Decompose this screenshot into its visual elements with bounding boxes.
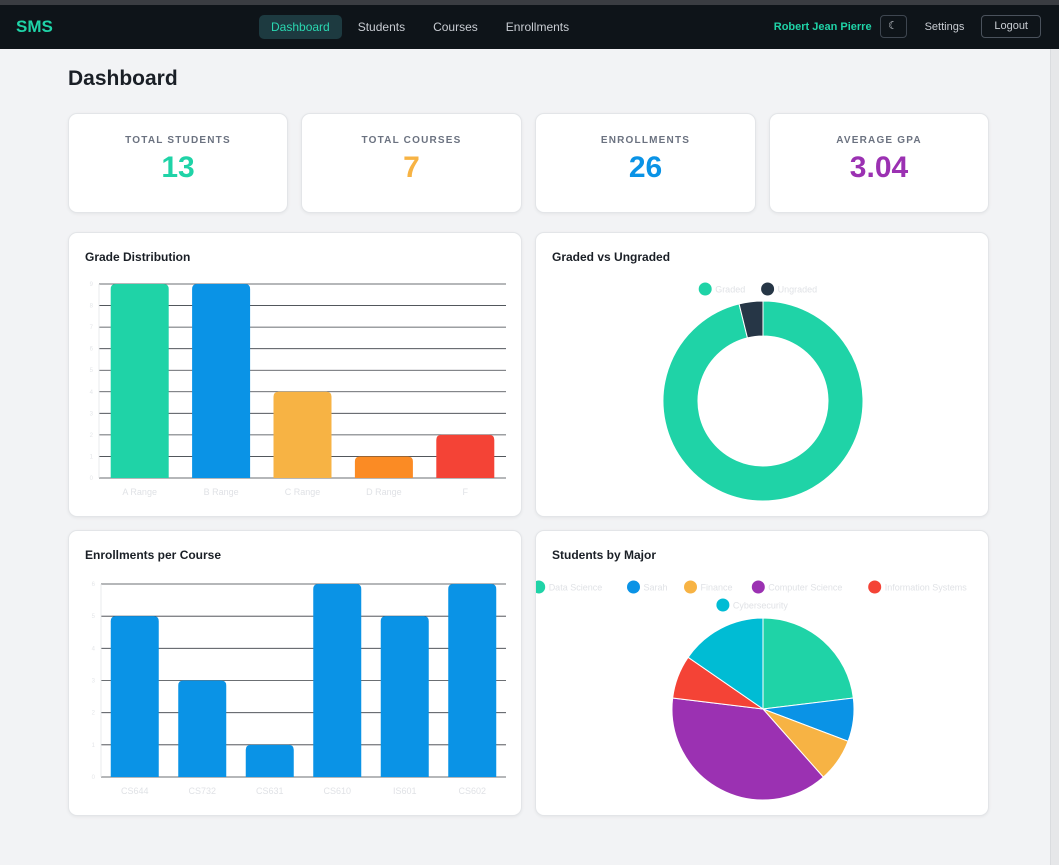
y-tick-label: 5 bbox=[92, 614, 96, 620]
nav-link-enrollments[interactable]: Enrollments bbox=[505, 20, 570, 34]
legend-label: Graded bbox=[715, 285, 745, 295]
theme-toggle-moon-icon[interactable]: ☾ bbox=[879, 15, 907, 38]
grade-distribution-chart: 0 1 2 3 4 5 6 7 8 9 A Range B Range C Range D Range F bbox=[90, 282, 506, 497]
card-title: Grade Distribution bbox=[85, 250, 191, 264]
graded-vs-ungraded-card: Graded vs Ungraded Graded Ungraded bbox=[535, 232, 989, 517]
enrollments-per-course-card: Enrollments per Course 0 1 2 3 4 5 6 CS644 CS732… bbox=[68, 530, 522, 816]
bar-cs602 bbox=[448, 584, 497, 777]
stat-label: TOTAL STUDENTS bbox=[125, 135, 231, 146]
x-tick-label: F bbox=[463, 487, 469, 497]
legend-swatch bbox=[698, 282, 712, 296]
stat-card-total-courses: TOTAL COURSES 7 bbox=[301, 113, 522, 213]
stat-label: ENROLLMENTS bbox=[600, 135, 691, 146]
nav-user-area: Robert Jean Pierre ☾ Settings Logout bbox=[774, 15, 1041, 38]
legend-label: Ungraded bbox=[778, 285, 818, 295]
page-scrollbar[interactable] bbox=[1050, 49, 1059, 865]
stat-card-enrollments: ENROLLMENTS 26 bbox=[535, 113, 756, 213]
y-tick-label: 4 bbox=[92, 646, 96, 652]
legend-label: Cybersecurity bbox=[733, 601, 789, 611]
bar-f bbox=[436, 434, 495, 478]
legend-swatch bbox=[716, 598, 730, 612]
stat-value: 3.04 bbox=[849, 151, 909, 184]
y-tick-label: 9 bbox=[90, 282, 94, 288]
legend-label: Data Science bbox=[549, 583, 603, 593]
slice-cybersecurity bbox=[687, 617, 764, 710]
card-title: Enrollments per Course bbox=[85, 548, 222, 562]
x-tick-label: CS610 bbox=[323, 786, 351, 796]
y-tick-label: 6 bbox=[92, 582, 96, 588]
stat-value: 7 bbox=[403, 151, 420, 184]
bar-a-range bbox=[110, 284, 169, 478]
settings-link[interactable]: Settings bbox=[924, 20, 965, 33]
stat-value: 13 bbox=[161, 151, 195, 184]
x-tick-label: CS732 bbox=[188, 786, 216, 796]
card-title: Graded vs Ungraded bbox=[552, 250, 671, 264]
window-top-strip bbox=[0, 0, 1059, 5]
legend-swatch bbox=[868, 580, 882, 594]
legend-label: Finance bbox=[701, 583, 733, 593]
y-tick-label: 0 bbox=[92, 775, 96, 781]
legend-swatch bbox=[684, 580, 697, 594]
bar-cs610 bbox=[313, 584, 362, 777]
enrollments-per-course-chart: 0 1 2 3 4 5 6 CS644 CS732 CS631 CS610 IS601 CS602 bbox=[92, 582, 506, 796]
bar-cs631 bbox=[245, 744, 294, 777]
legend-swatch bbox=[761, 282, 775, 296]
stat-label: AVERAGE GPA bbox=[836, 135, 922, 146]
y-tick-label: 8 bbox=[90, 304, 94, 310]
y-tick-label: 2 bbox=[90, 433, 94, 439]
bar-is601 bbox=[380, 616, 429, 777]
bar-b-range bbox=[192, 284, 251, 478]
graded-vs-ungraded-chart: Graded Ungraded bbox=[662, 282, 864, 502]
stat-value: 26 bbox=[628, 151, 663, 184]
x-tick-label: CS644 bbox=[121, 786, 149, 796]
y-tick-label: 0 bbox=[90, 476, 94, 482]
legend-label: Computer Science bbox=[768, 583, 842, 593]
nav-link-dashboard[interactable]: Dashboard bbox=[259, 15, 342, 39]
x-tick-label: C Range bbox=[285, 487, 321, 497]
x-tick-label: A Range bbox=[122, 487, 157, 497]
y-tick-label: 7 bbox=[90, 325, 94, 331]
stat-card-average-gpa: AVERAGE GPA 3.04 bbox=[769, 113, 989, 213]
y-tick-label: 2 bbox=[92, 711, 96, 717]
bar-cs644 bbox=[110, 616, 159, 777]
y-tick-label: 6 bbox=[90, 347, 94, 353]
slice-ungraded bbox=[738, 300, 764, 339]
y-tick-label: 3 bbox=[90, 411, 94, 417]
x-tick-label: D Range bbox=[366, 487, 402, 497]
logout-button[interactable]: Logout bbox=[981, 15, 1041, 38]
students-by-major-chart: Data Science Sarah Finance Computer Science… bbox=[536, 580, 968, 801]
slice-data-science bbox=[762, 617, 854, 710]
legend-label: Information Systems bbox=[885, 583, 968, 593]
top-navbar: SMS Dashboard Students Courses Enrollmen… bbox=[0, 5, 1059, 49]
y-tick-label: 5 bbox=[90, 368, 94, 374]
slice-graded bbox=[662, 300, 864, 502]
legend-swatch bbox=[627, 580, 640, 594]
bar-d-range bbox=[354, 456, 413, 478]
students-by-major-card: Students by Major Data Science Sarah Finan… bbox=[535, 530, 989, 816]
x-tick-label: IS601 bbox=[393, 786, 417, 796]
brand-logo[interactable]: SMS bbox=[16, 17, 53, 36]
y-tick-label: 1 bbox=[92, 743, 96, 749]
bar-cs732 bbox=[178, 680, 227, 777]
x-tick-label: B Range bbox=[204, 487, 239, 497]
y-tick-label: 4 bbox=[90, 390, 94, 396]
legend-label: Sarah bbox=[644, 583, 668, 593]
page-title: Dashboard bbox=[68, 67, 178, 90]
legend-swatch bbox=[536, 580, 546, 594]
card-title: Students by Major bbox=[552, 548, 657, 562]
bar-c-range bbox=[273, 391, 332, 478]
nav-link-courses[interactable]: Courses bbox=[433, 20, 478, 34]
x-tick-label: CS602 bbox=[458, 786, 486, 796]
x-tick-label: CS631 bbox=[256, 786, 284, 796]
slice-computer-science bbox=[671, 697, 825, 801]
legend-swatch bbox=[751, 580, 765, 594]
nav-link-students[interactable]: Students bbox=[357, 20, 406, 34]
grade-distribution-card: Grade Distribution 0 1 2 3 4 5 6 7 8 9 A Range B Ra… bbox=[68, 232, 522, 517]
y-tick-label: 1 bbox=[90, 454, 94, 460]
stat-label: TOTAL COURSES bbox=[361, 135, 462, 146]
stat-card-total-students: TOTAL STUDENTS 13 bbox=[68, 113, 288, 213]
main-nav: Dashboard Students Courses Enrollments bbox=[259, 15, 581, 39]
y-tick-label: 3 bbox=[92, 679, 96, 685]
user-name: Robert Jean Pierre bbox=[773, 20, 872, 33]
